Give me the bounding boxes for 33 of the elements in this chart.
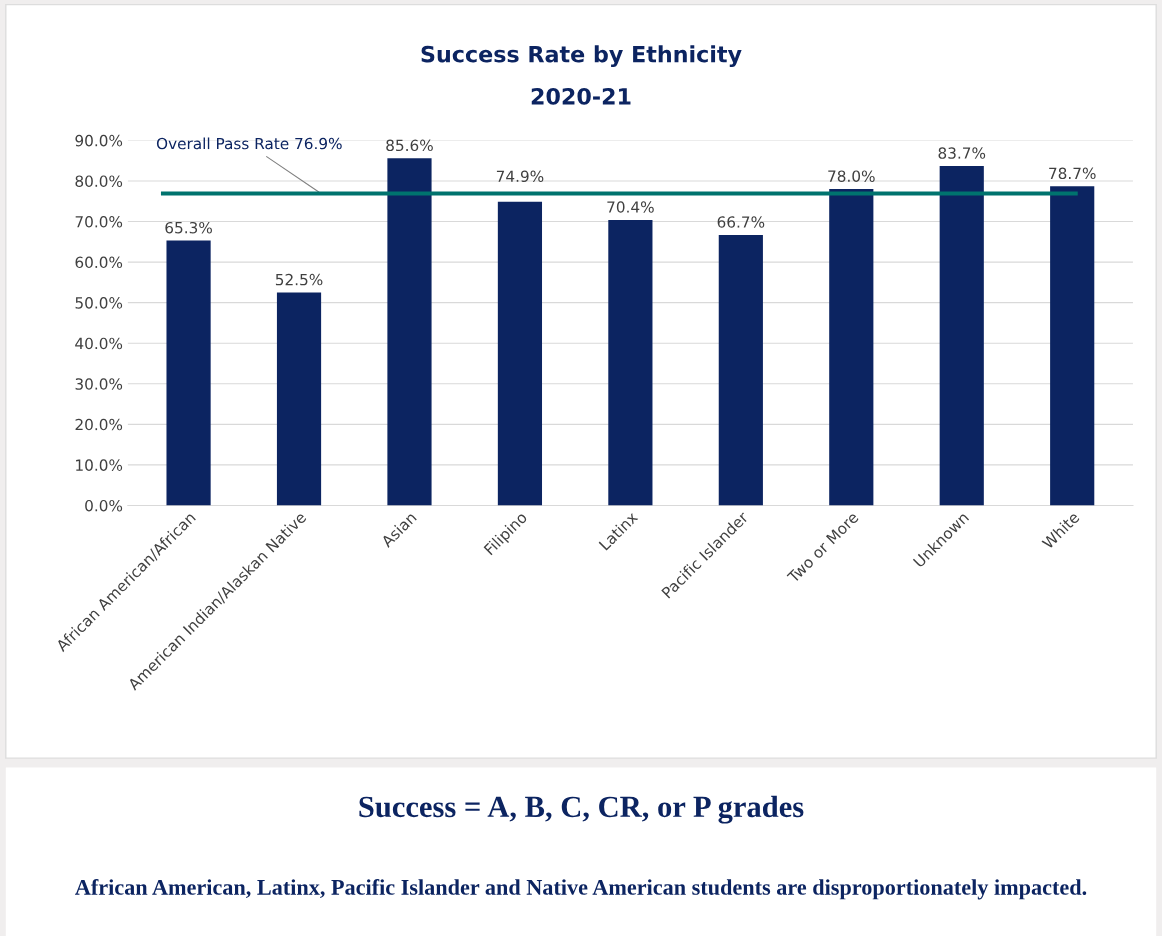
bar bbox=[497, 201, 543, 506]
data-label: 78.7% bbox=[1049, 167, 1096, 180]
data-label: 85.6% bbox=[386, 139, 433, 152]
y-tick-label: 10.0% bbox=[76, 459, 123, 471]
bar bbox=[829, 189, 874, 506]
bar bbox=[608, 219, 653, 506]
bar bbox=[1050, 186, 1095, 506]
data-label: 74.9% bbox=[496, 170, 544, 183]
data-label: 65.3% bbox=[165, 221, 212, 234]
ref-line-label: Overall Pass Rate 76.9% bbox=[156, 137, 342, 150]
bar bbox=[166, 240, 211, 506]
data-label: 83.7% bbox=[938, 147, 986, 159]
y-tick-label: 70.0% bbox=[75, 215, 123, 228]
y-tick-label: 40.0% bbox=[75, 337, 123, 350]
data-label: 66.7% bbox=[717, 216, 765, 228]
y-tick-label: 0.0% bbox=[85, 499, 123, 512]
y-tick-label: 30.0% bbox=[75, 378, 123, 390]
text: Success = A, B, C, CR, or P grades bbox=[359, 795, 804, 824]
data-label: 52.5% bbox=[275, 273, 323, 286]
data-label: 78.0% bbox=[828, 170, 875, 182]
chart-title: Success Rate by Ethnicity bbox=[421, 45, 742, 67]
y-tick-label: 20.0% bbox=[75, 418, 123, 431]
bar bbox=[276, 292, 322, 506]
bar bbox=[387, 158, 432, 506]
bar bbox=[718, 234, 763, 506]
y-tick-label: 60.0% bbox=[75, 256, 123, 269]
bar bbox=[939, 165, 984, 506]
y-tick-label: 80.0% bbox=[75, 175, 123, 187]
data-label: 70.4% bbox=[607, 201, 654, 213]
text: African American, Latinx, Pacific Islander and Native American students are disproportionately impacted. bbox=[75, 878, 1087, 900]
y-tick-label: 50.0% bbox=[75, 297, 123, 309]
y-tick-label: 90.0% bbox=[75, 134, 123, 147]
chart-subtitle: 2020-21 bbox=[531, 87, 631, 105]
